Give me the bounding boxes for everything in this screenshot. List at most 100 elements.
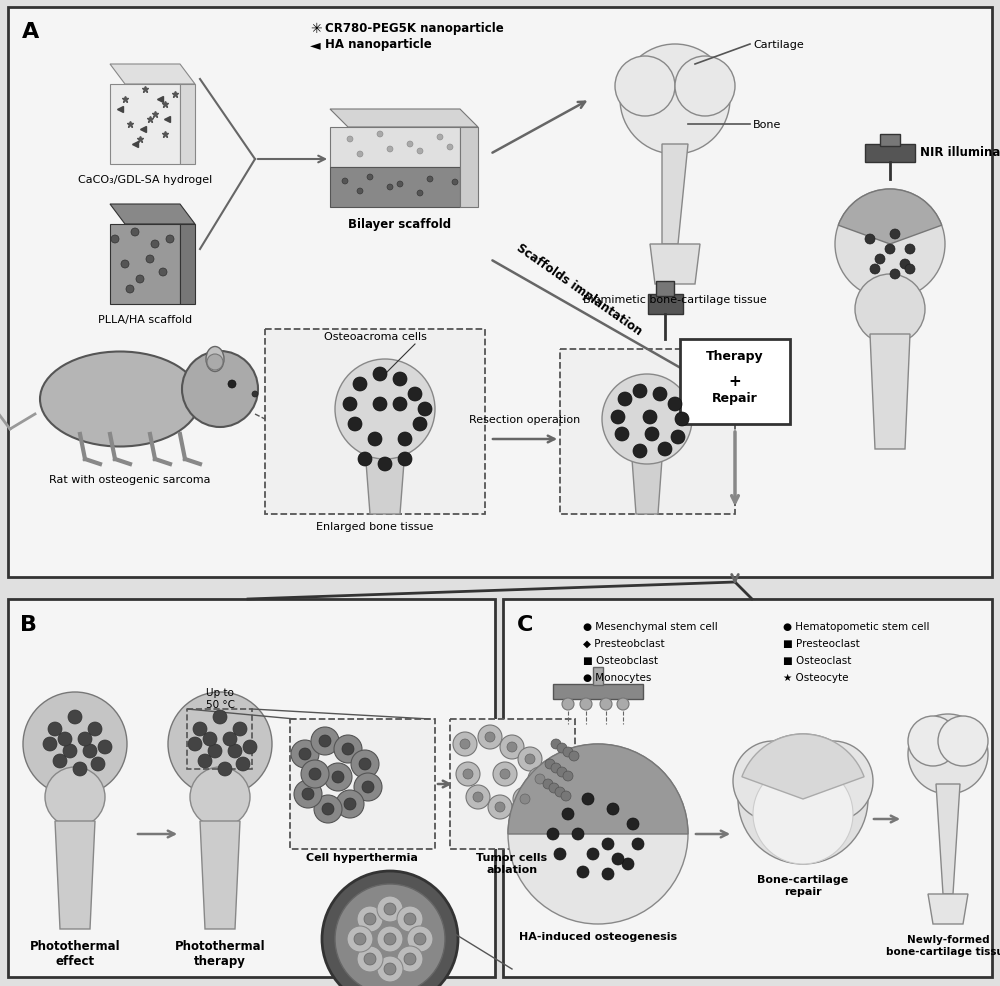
Circle shape <box>301 760 329 788</box>
Circle shape <box>620 45 730 155</box>
Circle shape <box>91 757 105 771</box>
Text: Resection operation: Resection operation <box>469 414 581 425</box>
Circle shape <box>675 412 689 427</box>
Circle shape <box>354 933 366 945</box>
Circle shape <box>535 774 545 784</box>
Circle shape <box>319 736 331 747</box>
Wedge shape <box>742 735 864 800</box>
Circle shape <box>753 764 853 864</box>
Polygon shape <box>936 784 960 894</box>
Circle shape <box>309 768 321 780</box>
Circle shape <box>377 896 403 922</box>
Circle shape <box>78 733 92 746</box>
Circle shape <box>562 809 574 820</box>
Polygon shape <box>110 225 180 305</box>
Bar <box>450 719 575 849</box>
Circle shape <box>23 692 127 796</box>
Circle shape <box>377 926 403 952</box>
Circle shape <box>299 748 311 760</box>
Circle shape <box>557 743 567 753</box>
Circle shape <box>495 803 505 812</box>
Circle shape <box>653 387 667 401</box>
Circle shape <box>938 716 988 766</box>
Circle shape <box>890 270 900 280</box>
Circle shape <box>493 762 517 786</box>
Circle shape <box>136 276 144 284</box>
Polygon shape <box>200 821 240 929</box>
Text: Photothermal
therapy: Photothermal therapy <box>175 939 265 967</box>
Text: ■ Osteobclast: ■ Osteobclast <box>583 656 658 666</box>
Wedge shape <box>838 190 942 245</box>
Polygon shape <box>110 85 180 165</box>
Bar <box>553 684 643 699</box>
Polygon shape <box>330 109 478 128</box>
Bar <box>8 8 992 578</box>
Circle shape <box>572 828 584 840</box>
Circle shape <box>336 790 364 818</box>
Circle shape <box>45 767 105 827</box>
Circle shape <box>291 740 319 768</box>
Circle shape <box>335 884 445 986</box>
Circle shape <box>332 771 344 783</box>
Circle shape <box>252 391 258 397</box>
Circle shape <box>885 245 895 254</box>
Circle shape <box>562 698 574 710</box>
Circle shape <box>507 742 517 752</box>
Circle shape <box>393 373 407 387</box>
Circle shape <box>357 906 383 932</box>
Circle shape <box>554 848 566 860</box>
Bar <box>865 145 915 163</box>
Circle shape <box>203 733 217 746</box>
Circle shape <box>908 716 958 766</box>
Text: CaCO₃/GDL-SA hydrogel: CaCO₃/GDL-SA hydrogel <box>78 175 212 184</box>
Circle shape <box>617 698 629 710</box>
Circle shape <box>500 736 524 759</box>
Circle shape <box>294 780 322 809</box>
Circle shape <box>73 762 87 776</box>
Circle shape <box>397 181 403 187</box>
Circle shape <box>633 385 647 398</box>
Circle shape <box>615 428 629 442</box>
Circle shape <box>393 397 407 411</box>
Circle shape <box>359 758 371 770</box>
Circle shape <box>453 733 477 756</box>
Circle shape <box>407 926 433 952</box>
Wedge shape <box>508 744 688 834</box>
Circle shape <box>387 184 393 191</box>
Text: Scaffolds implantation: Scaffolds implantation <box>514 242 644 337</box>
Circle shape <box>671 431 685 445</box>
Circle shape <box>322 871 458 986</box>
Circle shape <box>387 147 393 153</box>
Circle shape <box>865 235 875 245</box>
Circle shape <box>236 757 250 771</box>
Text: Therapy: Therapy <box>706 350 764 363</box>
Ellipse shape <box>206 347 224 372</box>
Text: Newly-formed
bone-cartilage tissue: Newly-formed bone-cartilage tissue <box>886 934 1000 955</box>
Circle shape <box>563 747 573 757</box>
Circle shape <box>551 740 561 749</box>
Circle shape <box>452 179 458 185</box>
Circle shape <box>398 453 412 466</box>
Circle shape <box>414 933 426 945</box>
Circle shape <box>83 744 97 758</box>
Circle shape <box>547 828 559 840</box>
Circle shape <box>835 190 945 300</box>
Text: PLLA/HA scaffold: PLLA/HA scaffold <box>98 315 192 324</box>
Circle shape <box>488 795 512 819</box>
Circle shape <box>98 740 112 754</box>
Text: +: + <box>729 374 741 389</box>
Circle shape <box>159 269 167 277</box>
Circle shape <box>347 137 353 143</box>
Text: ● Mesenchymal stem cell: ● Mesenchymal stem cell <box>583 621 718 631</box>
Bar <box>560 350 735 515</box>
Circle shape <box>675 57 735 117</box>
Polygon shape <box>870 334 910 450</box>
Polygon shape <box>55 821 95 929</box>
Circle shape <box>587 848 599 860</box>
Circle shape <box>368 433 382 447</box>
Circle shape <box>357 946 383 972</box>
Circle shape <box>500 769 510 779</box>
Circle shape <box>131 229 139 237</box>
Circle shape <box>348 418 362 432</box>
Circle shape <box>358 453 372 466</box>
